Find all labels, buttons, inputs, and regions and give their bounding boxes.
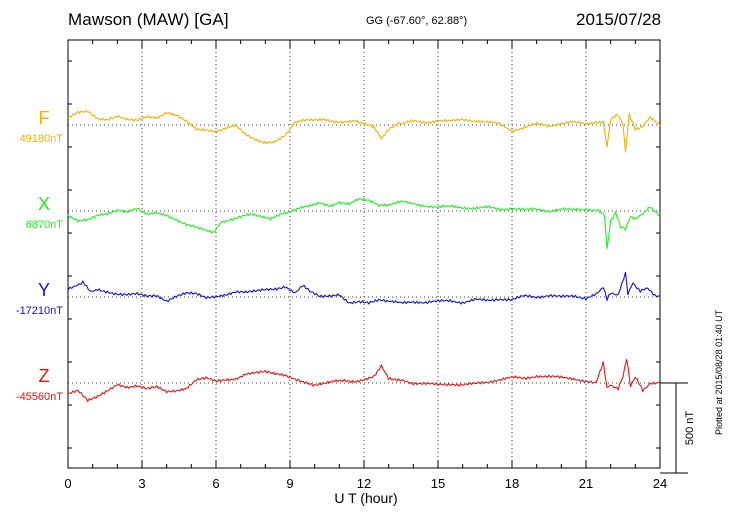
x-tick-label: 12 xyxy=(357,476,371,491)
plot-date: 2015/07/28 xyxy=(576,10,662,29)
series-line-y xyxy=(67,271,661,305)
series-baseline-value-x: 6870nT xyxy=(26,219,64,231)
x-tick-label: 18 xyxy=(505,476,519,491)
scale-bar-label: 500 nT xyxy=(684,411,696,446)
x-tick-label: 3 xyxy=(138,476,145,491)
axis-ticks: 0 3 6 9 12 15 18 21 24 xyxy=(64,40,667,491)
series-name-f: F xyxy=(39,108,50,128)
series-name-x: X xyxy=(38,194,50,214)
series-labels: F 49180nT X 6870nT Y -17210nT Z -45560nT xyxy=(16,108,63,403)
series-line-f xyxy=(67,109,661,153)
station-title: Mawson (MAW) [GA] xyxy=(68,10,229,29)
series-baseline-value-z: -45560nT xyxy=(16,391,63,403)
series-baseline-value-y: -17210nT xyxy=(16,305,63,317)
x-tick-label: 21 xyxy=(579,476,593,491)
x-tick-label: 6 xyxy=(212,476,219,491)
x-tick-label: 15 xyxy=(431,476,445,491)
x-tick-label: 24 xyxy=(653,476,667,491)
x-tick-label: 0 xyxy=(64,476,71,491)
series-line-z xyxy=(68,359,661,403)
series-baseline-value-f: 49180nT xyxy=(20,133,64,145)
series-line-x xyxy=(67,197,661,249)
grid-lines xyxy=(141,40,587,468)
x-axis-label: U T (hour) xyxy=(334,490,397,506)
x-tick-label: 9 xyxy=(286,476,293,491)
series-name-y: Y xyxy=(38,280,50,300)
series-layer xyxy=(67,109,661,403)
station-coordinates: GG (-67.60°, 62.88°) xyxy=(366,15,468,27)
series-name-z: Z xyxy=(39,366,50,386)
scale-bar: 500 nT xyxy=(660,382,696,474)
